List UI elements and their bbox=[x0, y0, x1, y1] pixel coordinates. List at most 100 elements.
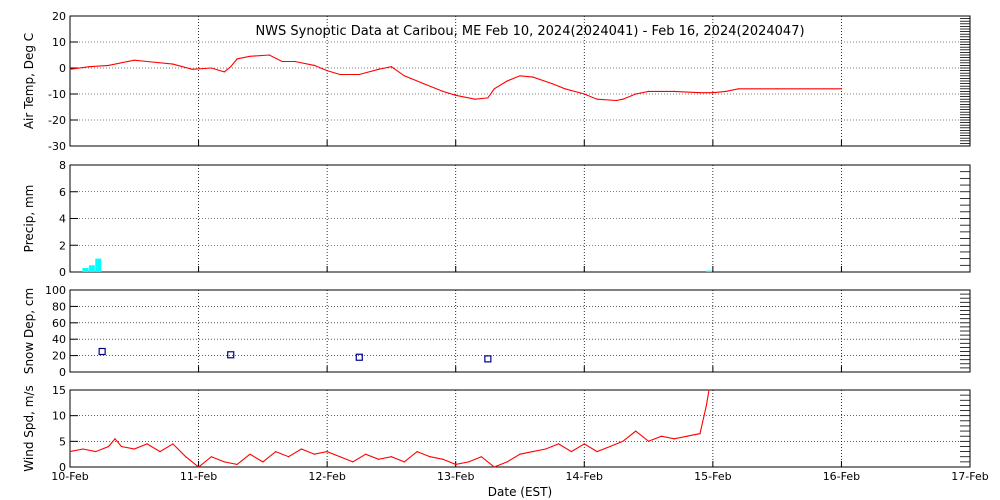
y-tick-label: 10 bbox=[52, 410, 66, 423]
chart-title: NWS Synoptic Data at Caribou, ME Feb 10,… bbox=[255, 24, 804, 39]
data-point bbox=[377, 68, 380, 70]
data-point bbox=[416, 451, 418, 453]
data-point bbox=[551, 83, 553, 85]
data-point bbox=[705, 404, 708, 406]
y-tick-label: 20 bbox=[52, 10, 66, 23]
data-point bbox=[191, 68, 193, 70]
data-point bbox=[88, 66, 90, 68]
y-tick-label: 80 bbox=[52, 300, 66, 313]
data-point bbox=[403, 75, 405, 77]
y-tick-label: 100 bbox=[45, 284, 66, 297]
data-point bbox=[474, 98, 476, 100]
data-point bbox=[410, 77, 412, 79]
data-point bbox=[339, 456, 341, 458]
data-point bbox=[506, 461, 508, 463]
series-line-wind_speed bbox=[69, 389, 710, 468]
precip-bar bbox=[95, 258, 102, 272]
snow-depth-marker bbox=[484, 355, 492, 363]
data-point bbox=[609, 445, 611, 448]
x-tick-label: 16-Feb bbox=[823, 470, 860, 483]
data-point bbox=[69, 451, 71, 453]
data-point bbox=[230, 66, 232, 68]
x-tick-label: 15-Feb bbox=[694, 470, 731, 483]
data-point bbox=[570, 451, 573, 453]
precip-bar bbox=[88, 265, 95, 272]
data-point bbox=[268, 54, 270, 56]
data-point bbox=[564, 88, 566, 90]
data-point bbox=[223, 461, 225, 463]
y-tick-label: 4 bbox=[59, 213, 66, 226]
x-tick-label: 12-Feb bbox=[308, 470, 345, 483]
data-point bbox=[339, 73, 341, 76]
y-tick-label: 20 bbox=[52, 350, 66, 363]
y-axis-label: Snow Dep, cm bbox=[22, 288, 36, 374]
y-tick-label: -10 bbox=[48, 88, 66, 101]
data-point bbox=[622, 440, 624, 442]
x-tick-label: 11-Feb bbox=[180, 470, 217, 483]
x-tick-label: 10-Feb bbox=[51, 470, 88, 483]
data-point bbox=[615, 99, 618, 102]
data-point bbox=[326, 451, 328, 453]
panel-frame bbox=[69, 289, 971, 373]
x-tick-label: 13-Feb bbox=[437, 470, 474, 483]
data-point bbox=[249, 55, 251, 57]
data-point bbox=[519, 453, 521, 455]
data-point bbox=[69, 68, 71, 70]
data-point bbox=[647, 90, 650, 92]
data-point bbox=[519, 75, 521, 77]
data-point bbox=[185, 456, 187, 458]
data-point bbox=[313, 453, 315, 455]
data-point bbox=[95, 451, 97, 453]
data-point bbox=[840, 88, 843, 90]
data-point bbox=[390, 66, 393, 68]
data-point bbox=[712, 92, 714, 94]
y-tick-label: 0 bbox=[59, 62, 66, 75]
y-tick-label: 40 bbox=[52, 333, 66, 346]
data-point bbox=[493, 88, 495, 90]
data-point bbox=[133, 448, 135, 450]
data-point bbox=[442, 458, 444, 460]
data-point bbox=[107, 445, 110, 448]
data-point bbox=[82, 448, 84, 450]
data-point bbox=[557, 443, 560, 445]
data-point bbox=[422, 83, 425, 85]
data-point bbox=[596, 451, 598, 453]
data-point bbox=[146, 443, 148, 445]
data-point bbox=[133, 59, 135, 61]
data-point bbox=[287, 456, 290, 458]
panel-precip: 8 6 4 2 0 Precip, mm bbox=[22, 159, 971, 279]
data-point bbox=[532, 76, 534, 78]
panel-frame bbox=[69, 389, 971, 468]
data-point bbox=[673, 438, 675, 440]
data-point bbox=[197, 466, 200, 468]
data-point bbox=[596, 98, 598, 100]
data-point bbox=[403, 461, 405, 463]
data-point bbox=[635, 93, 637, 95]
data-point bbox=[358, 73, 360, 76]
data-point bbox=[429, 456, 431, 458]
y-axis-label: Air Temp, Deg C bbox=[22, 33, 36, 129]
data-point bbox=[737, 88, 740, 90]
y-tick-label: 5 bbox=[59, 435, 66, 448]
data-point bbox=[583, 443, 585, 445]
y-tick-label: 6 bbox=[59, 186, 66, 199]
data-point bbox=[281, 60, 283, 63]
data-point bbox=[635, 430, 637, 432]
y-axis-label: Wind Spd, m/s bbox=[22, 385, 36, 471]
data-point bbox=[480, 456, 483, 458]
x-tick-label: 17-Feb bbox=[951, 470, 988, 483]
data-point bbox=[120, 445, 123, 448]
data-point bbox=[313, 64, 315, 66]
data-point bbox=[442, 90, 444, 92]
data-point bbox=[275, 451, 277, 453]
y-tick-label: 8 bbox=[59, 159, 66, 172]
data-point bbox=[532, 451, 534, 453]
data-point bbox=[660, 435, 663, 437]
y-tick-label: -30 bbox=[48, 140, 66, 153]
data-point bbox=[210, 67, 213, 69]
snow-depth-marker bbox=[227, 351, 235, 359]
data-point bbox=[467, 461, 470, 463]
data-point bbox=[249, 453, 251, 455]
data-point bbox=[493, 466, 495, 468]
data-point bbox=[487, 97, 489, 99]
